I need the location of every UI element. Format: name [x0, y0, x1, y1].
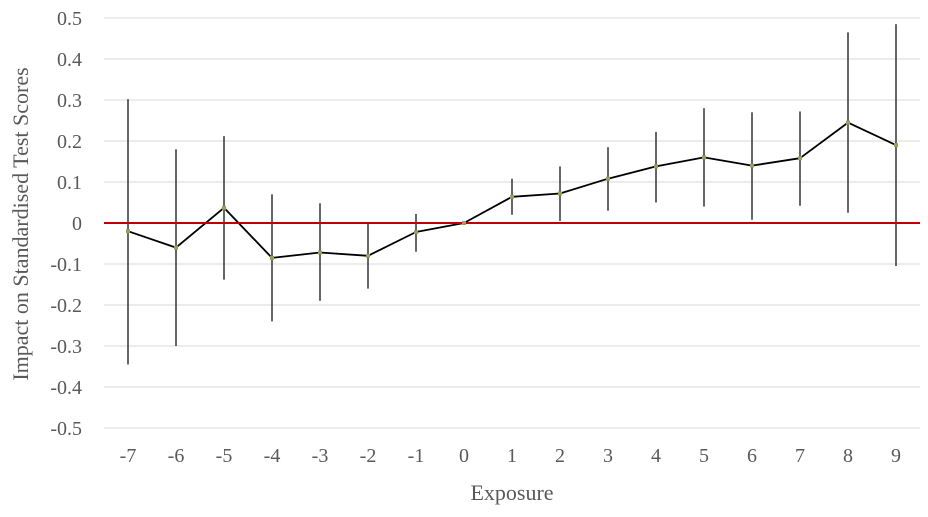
x-tick-label: 7 [795, 445, 805, 467]
data-point [222, 205, 226, 210]
x-tick-label: -2 [360, 445, 377, 467]
x-tick-label: -1 [408, 445, 425, 467]
data-point [702, 155, 706, 160]
x-tick-label: 8 [843, 445, 853, 467]
error-bars [127, 24, 897, 365]
x-tick-label: 2 [555, 445, 565, 467]
data-point [270, 255, 274, 260]
y-tick-label: 0.3 [57, 90, 82, 112]
data-point [414, 230, 418, 235]
data-point [606, 176, 610, 181]
y-tick-label: 0.4 [57, 49, 82, 71]
x-axis-tick-labels: -7 -6 -5 -4 -3 -2 -1 0 1 2 3 4 5 6 7 8 9 [120, 445, 901, 467]
y-tick-label: 0.1 [57, 172, 82, 194]
x-tick-label: -3 [312, 445, 329, 467]
y-tick-label: 0 [72, 213, 82, 235]
x-tick-label: 3 [603, 445, 613, 467]
y-axis-tick-labels: 0.5 0.4 0.3 0.2 0.1 0 -0.1 -0.2 -0.3 -0.4 -0.5 [50, 8, 82, 440]
data-point [558, 191, 562, 196]
x-tick-label: 9 [891, 445, 901, 467]
x-tick-label: 5 [699, 445, 709, 467]
x-tick-label: 6 [747, 445, 757, 467]
data-point [174, 245, 178, 250]
data-point [126, 229, 130, 234]
x-tick-label: -5 [216, 445, 233, 467]
x-tick-label: 4 [651, 445, 661, 467]
x-tick-label: 1 [507, 445, 517, 467]
data-point [894, 143, 898, 148]
data-points [126, 120, 898, 260]
x-tick-label: -4 [264, 445, 281, 467]
data-point [510, 194, 514, 199]
data-point [846, 120, 850, 125]
x-tick-label: -7 [120, 445, 137, 467]
x-axis-title: Exposure [470, 480, 553, 505]
y-tick-label: 0.5 [57, 8, 82, 30]
data-point [750, 163, 754, 168]
y-axis-title: Impact on Standardised Test Scores [8, 67, 33, 380]
x-tick-label: -6 [168, 445, 185, 467]
y-tick-label: -0.2 [50, 295, 82, 317]
data-point [318, 250, 322, 255]
y-tick-label: 0.2 [57, 131, 82, 153]
data-point [654, 164, 658, 169]
x-tick-label: 0 [459, 445, 469, 467]
data-point [462, 221, 466, 225]
data-point [366, 253, 370, 258]
data-point [798, 156, 802, 161]
y-tick-label: -0.5 [50, 418, 82, 440]
y-tick-label: -0.4 [50, 377, 82, 399]
y-tick-label: -0.1 [50, 254, 82, 276]
y-tick-label: -0.3 [50, 336, 82, 358]
